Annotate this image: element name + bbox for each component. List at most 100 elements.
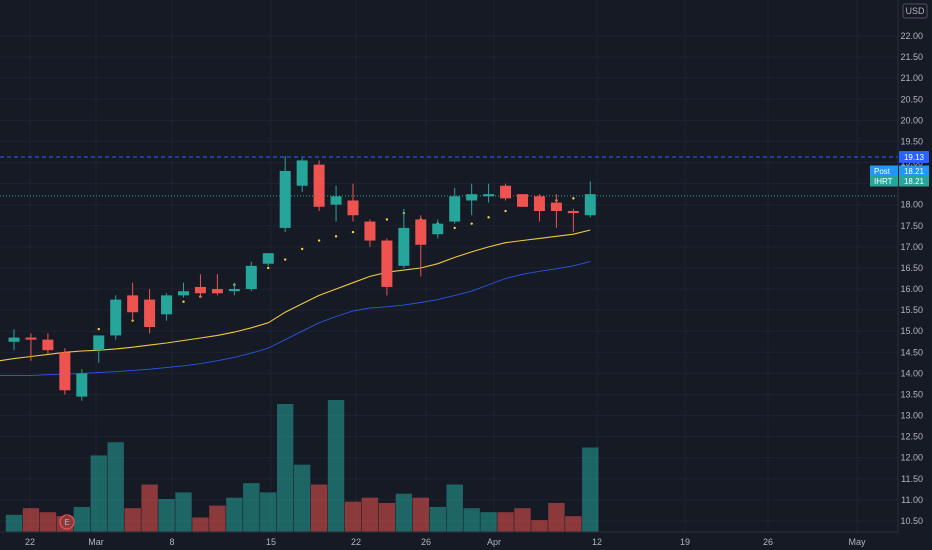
- candle-body: [483, 194, 495, 197]
- time-tick-label: 26: [763, 537, 773, 547]
- price-tick-label: 12.00: [900, 453, 923, 463]
- volume-bar: [141, 484, 158, 532]
- candle: [381, 238, 393, 296]
- time-tick-label: 15: [266, 537, 276, 547]
- volume-bar: [277, 403, 294, 532]
- time-tick-label: Mar: [88, 537, 104, 547]
- candle-body: [550, 202, 562, 212]
- volume-bar: [39, 512, 57, 532]
- indicator-dot: [453, 226, 456, 230]
- time-tick-label: Apr: [487, 537, 501, 547]
- candle: [161, 293, 173, 321]
- time-axis[interactable]: 22 Mar 8 15 22 26 Apr 12 19 26 May: [25, 537, 866, 547]
- volume-bar: [344, 501, 362, 532]
- candle-body: [449, 196, 461, 222]
- price-tick-label: 14.00: [900, 368, 923, 378]
- candle-body: [93, 335, 105, 351]
- price-tick-label: 18.00: [900, 200, 923, 210]
- volume-bar: [226, 497, 243, 532]
- volume-bar: [209, 505, 226, 532]
- indicator-dot: [351, 230, 355, 234]
- candle-body: [584, 194, 596, 216]
- indicator-dot: [504, 209, 507, 213]
- price-tick-label: 11.00: [901, 495, 923, 505]
- indicator-dot: [267, 266, 270, 270]
- earnings-marker[interactable]: E: [59, 514, 75, 530]
- volume-bar: [395, 493, 413, 532]
- indicator-dot: [300, 247, 304, 251]
- candle-body: [567, 211, 579, 214]
- time-tick-label: 22: [25, 537, 35, 547]
- volume-bar: [446, 484, 463, 532]
- volume-bar: [107, 442, 124, 532]
- indicator-dot: [470, 222, 473, 225]
- indicator-dot: [385, 218, 389, 221]
- candle: [127, 282, 139, 321]
- candle-body: [211, 289, 223, 294]
- candle: [517, 194, 528, 207]
- candle: [533, 194, 545, 222]
- volume-bar: [327, 400, 345, 532]
- price-tick-label: 20.50: [900, 94, 923, 104]
- price-axis[interactable]: 10.50 11.00 11.50 12.00 12.50 13.00 13.50 14.00…: [900, 31, 923, 526]
- candles: [8, 156, 596, 401]
- ma-blue-line: [0, 261, 591, 376]
- currency-label[interactable]: USD: [902, 3, 928, 19]
- earnings-label: E: [64, 518, 69, 527]
- candle: [279, 156, 291, 233]
- candle-body: [313, 164, 325, 207]
- candle-body: [8, 337, 20, 342]
- time-tick-label: 19: [680, 537, 690, 547]
- volume-bar: [293, 464, 311, 532]
- time-tick-label: 8: [169, 537, 174, 547]
- candle: [245, 261, 257, 292]
- candle: [347, 183, 359, 222]
- time-tick-label: 22: [351, 537, 361, 547]
- candle-body: [432, 223, 444, 235]
- candle: [466, 183, 478, 216]
- candle: [211, 274, 223, 296]
- price-tick-label: 15.00: [900, 326, 923, 336]
- post-price-tag-value-box: [899, 165, 929, 177]
- candle-body: [330, 196, 342, 205]
- candle-body: [110, 299, 122, 336]
- symbol-price-tag-value: 18.21: [904, 177, 925, 186]
- price-tick-label: 14.50: [900, 347, 923, 357]
- candle: [550, 194, 562, 228]
- symbol-price-tag-label-box: [870, 175, 898, 187]
- volume-bar: [73, 506, 90, 532]
- volume-bar: [158, 499, 175, 532]
- price-tick-label: 13.00: [900, 411, 923, 421]
- candle-body: [144, 299, 156, 327]
- indicator-dot: [572, 197, 575, 200]
- candle: [8, 329, 20, 351]
- volume-bar: [582, 447, 599, 532]
- time-tick-label: 26: [421, 537, 431, 547]
- candle-body: [245, 265, 257, 290]
- candle-body: [347, 200, 359, 216]
- candle-body: [517, 194, 528, 207]
- candle: [432, 219, 444, 239]
- indicator-dot: [284, 258, 287, 261]
- candle: [313, 160, 325, 212]
- indicator-dot: [317, 239, 321, 242]
- level-price-tag: [899, 151, 929, 164]
- candle-body: [42, 339, 54, 351]
- candle-body: [59, 352, 71, 391]
- candle-body: [381, 240, 393, 287]
- volume-bar: [192, 517, 209, 532]
- ma-yellow-line: [0, 229, 591, 362]
- post-price-tag-label-box: [870, 165, 898, 177]
- candle: [42, 333, 54, 355]
- candle: [144, 289, 156, 334]
- indicator-dot: [182, 300, 185, 303]
- candle-body: [533, 196, 545, 212]
- candle: [93, 335, 105, 363]
- candle-body: [76, 373, 88, 397]
- candle: [415, 215, 427, 277]
- post-price-tag-value: 18.21: [904, 167, 925, 176]
- indicator-dot: [487, 216, 490, 219]
- candle: [584, 181, 596, 218]
